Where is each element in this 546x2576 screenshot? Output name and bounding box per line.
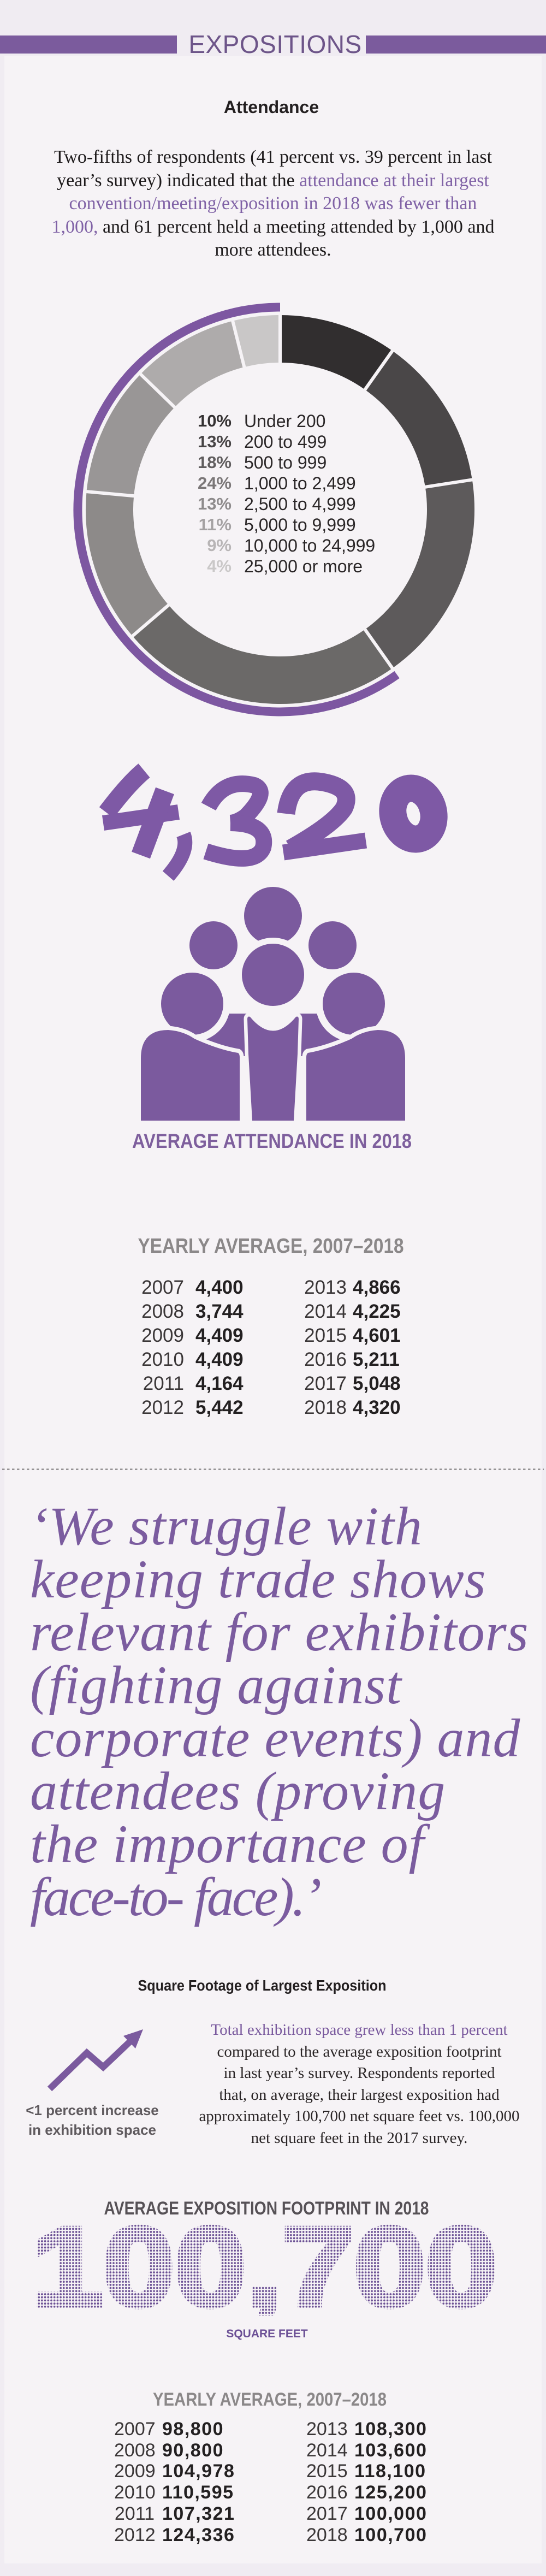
svg-text:YEARLY AVERAGE, 2007–2018: YEARLY AVERAGE, 2007–2018 (138, 1235, 404, 1258)
svg-text:Square Footage of Largest Expo: Square Footage of Largest Exposition (138, 1977, 387, 1994)
svg-text:SQUARE FEET: SQUARE FEET (226, 2328, 308, 2340)
svg-text:100,700: 100,700 (32, 2212, 497, 2316)
svg-text:YEARLY AVERAGE, 2007–2018: YEARLY AVERAGE, 2007–2018 (153, 2389, 387, 2410)
svg-text:AVERAGE ATTENDANCE IN 2018: AVERAGE ATTENDANCE IN 2018 (132, 1130, 412, 1152)
svg-text:AVERAGE EXPOSITION FOOTPRINT I: AVERAGE EXPOSITION FOOTPRINT IN 2018 (104, 2198, 429, 2219)
